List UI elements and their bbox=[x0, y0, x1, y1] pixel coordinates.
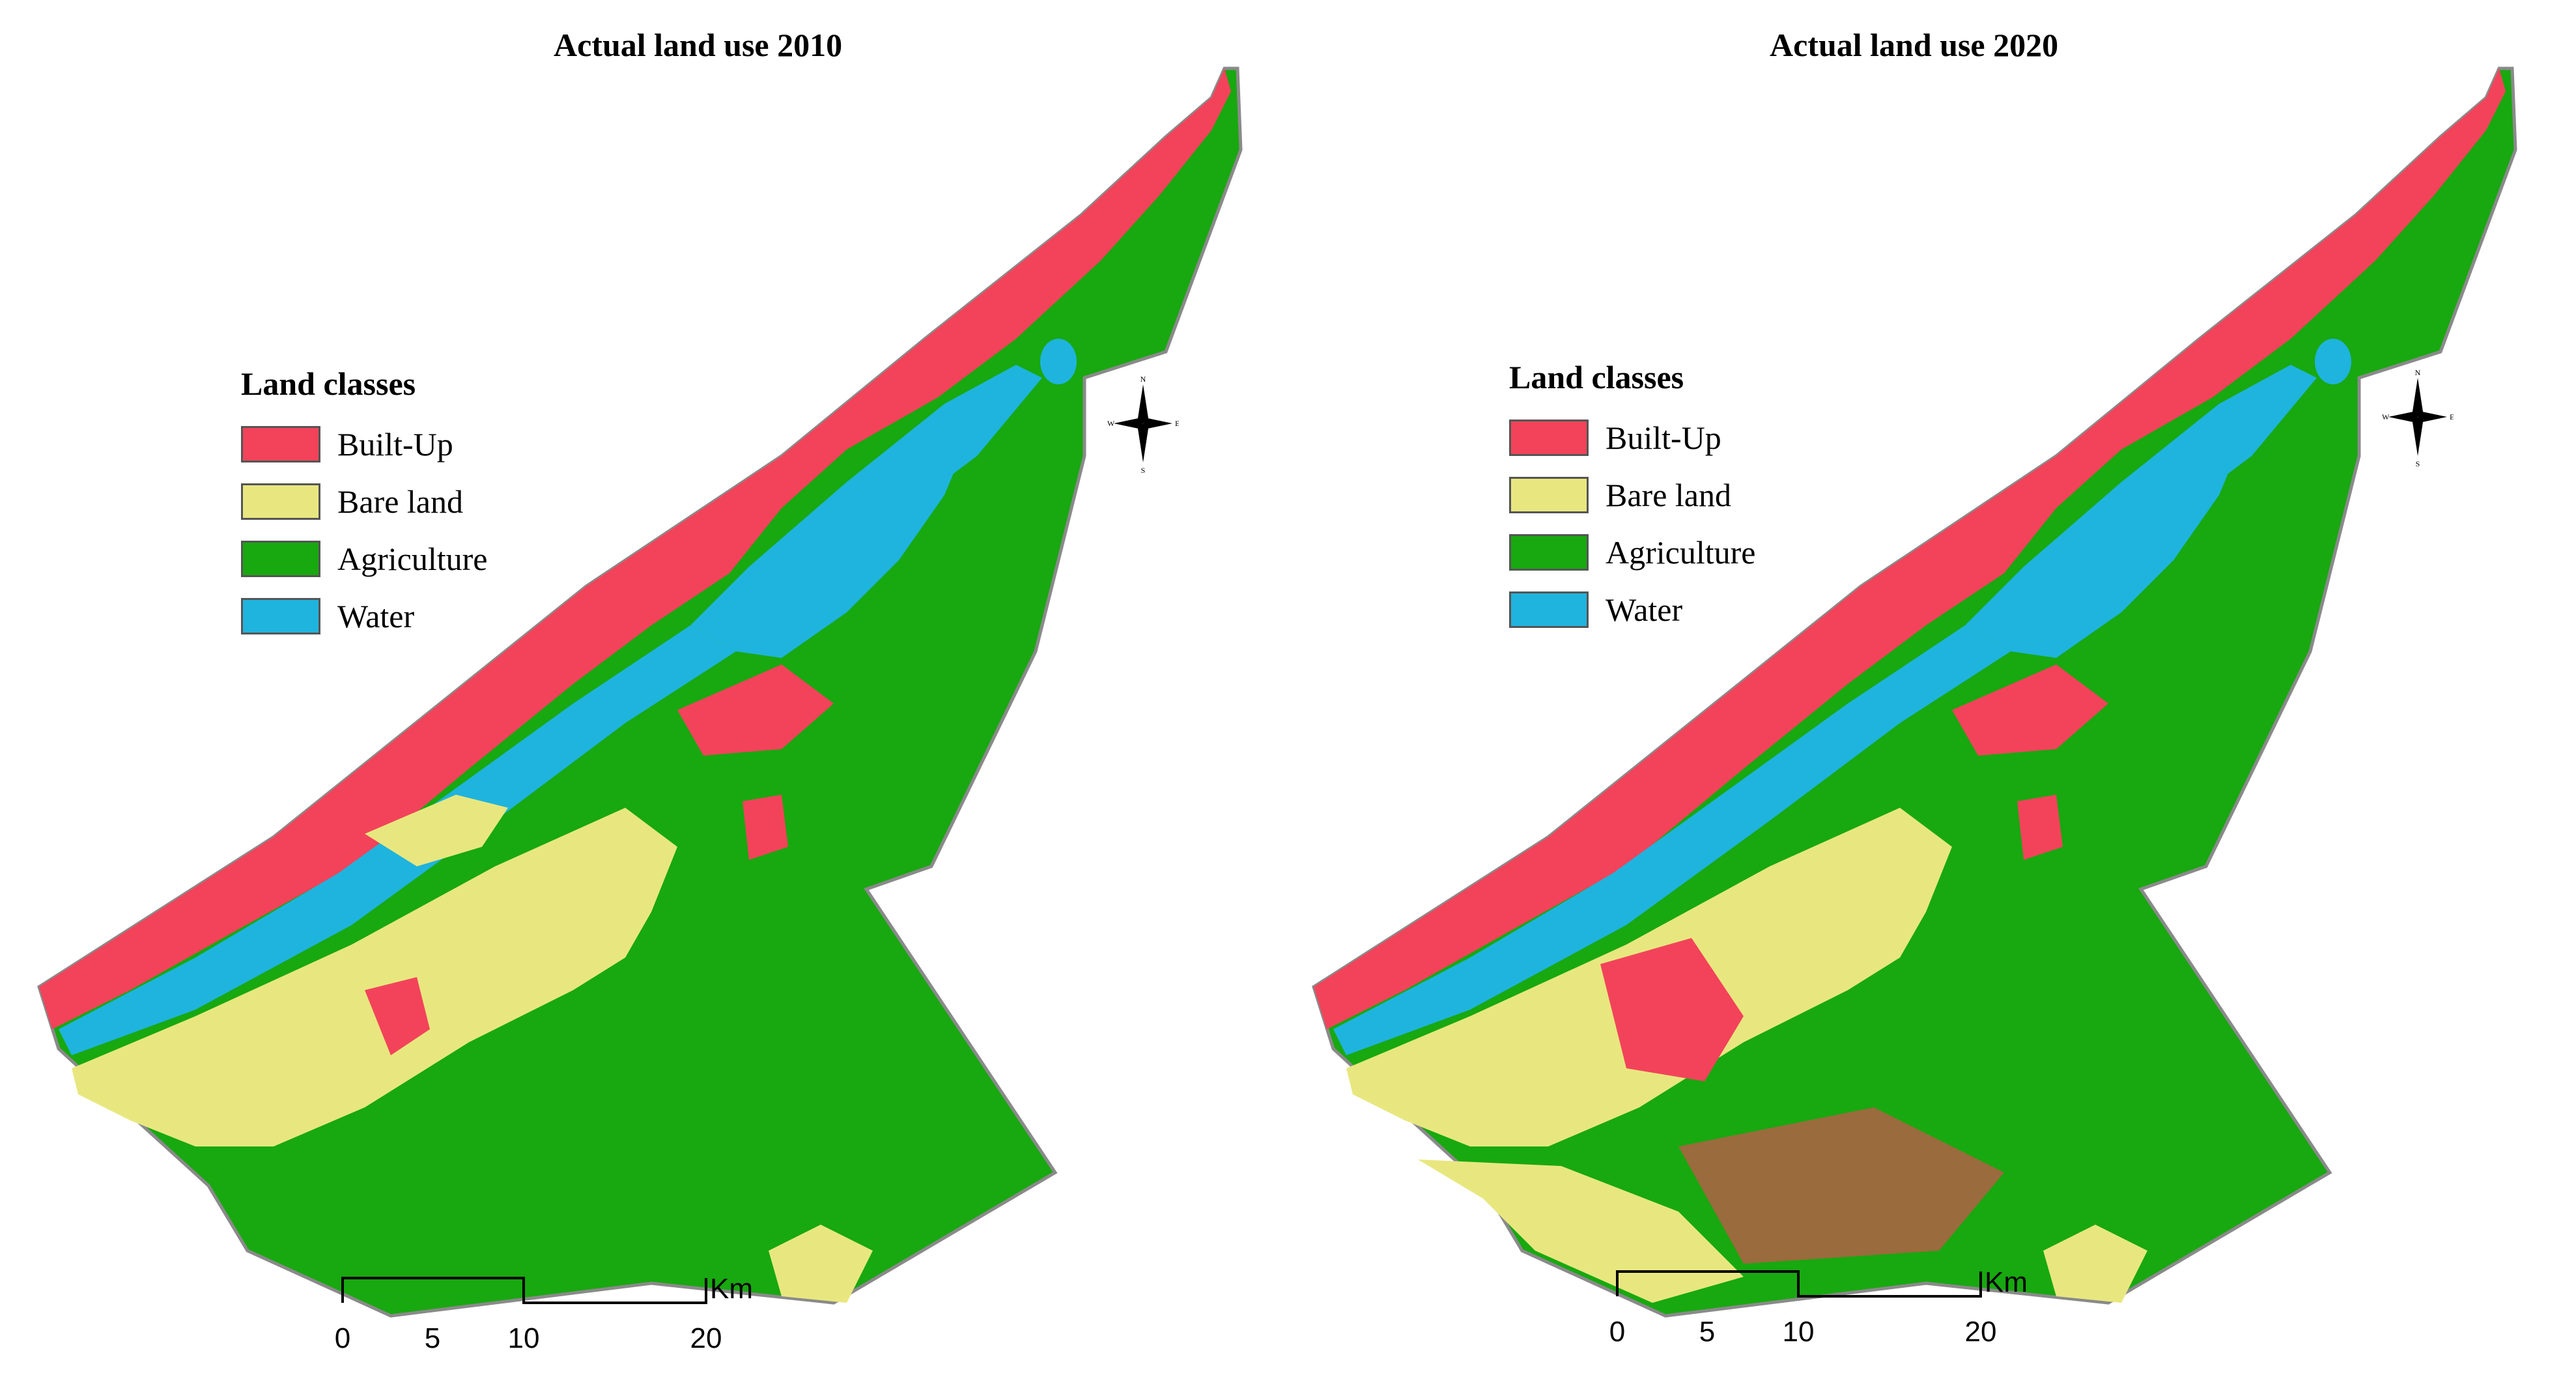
legend-label: Agriculture bbox=[337, 541, 488, 577]
bare-land-patch-south bbox=[2043, 1225, 2147, 1303]
legend-label: Agriculture bbox=[1606, 534, 1756, 571]
north-arrow-compass-icon: N S E W bbox=[1107, 375, 1179, 475]
legend-label: Built-Up bbox=[337, 426, 453, 462]
map-panel-2020: Actual land use 2020 Land classes Built-… bbox=[1288, 0, 2575, 1394]
legend-item-built-up: Built-Up bbox=[1509, 409, 1755, 466]
compass-w-label: W bbox=[1107, 419, 1115, 428]
legend-label: Water bbox=[337, 598, 415, 634]
legend-item-water: Water bbox=[241, 588, 487, 645]
scale-tick-label: 0 bbox=[1609, 1316, 1626, 1348]
scale-tick-label: 0 bbox=[334, 1322, 351, 1354]
water-lake-strip-west bbox=[1333, 625, 2011, 1055]
legend-label: Built-Up bbox=[1606, 420, 1721, 456]
legend-swatch bbox=[1509, 591, 1589, 628]
scale-tick-label: 10 bbox=[1782, 1316, 1815, 1348]
built-up-coastal-strip bbox=[1314, 68, 2506, 1029]
scale-tick-label: 20 bbox=[1964, 1316, 1997, 1348]
legend-title: Land classes bbox=[1509, 359, 1684, 395]
map-title: Actual land use 2020 bbox=[1770, 27, 2059, 63]
legend-swatch bbox=[1509, 420, 1589, 456]
water-pond-north bbox=[1040, 339, 1077, 384]
built-up-patch-2 bbox=[365, 977, 430, 1055]
land-use-map-2010 bbox=[37, 66, 1243, 1318]
built-up-patch-3 bbox=[2017, 795, 2063, 860]
legend-item-agriculture: Agriculture bbox=[241, 530, 487, 588]
scale-unit-label: Km bbox=[1985, 1266, 2028, 1298]
built-up-patch-3 bbox=[743, 795, 788, 860]
map-title: Actual land use 2010 bbox=[554, 27, 843, 63]
legend-swatch bbox=[241, 541, 320, 577]
legend-item-agriculture: Agriculture bbox=[1509, 524, 1755, 581]
legend-label: Bare land bbox=[337, 483, 463, 520]
legend-title: Land classes bbox=[241, 365, 416, 402]
legend-label: Water bbox=[1606, 591, 1683, 628]
legend-item-bare-land: Bare land bbox=[241, 473, 487, 530]
built-up-inland-patch bbox=[1952, 664, 2108, 756]
bare-land-southwest bbox=[1418, 1159, 1744, 1303]
water-lake-north bbox=[847, 365, 1042, 495]
legend: Land classes Built-Up Bare land Agricult… bbox=[241, 365, 487, 645]
built-up-coastal-strip bbox=[39, 68, 1231, 1029]
compass-e-label: E bbox=[1175, 419, 1179, 428]
scale-tick-label: 20 bbox=[690, 1322, 722, 1354]
scale-tick-label: 5 bbox=[1699, 1316, 1716, 1348]
built-up-scatter-south bbox=[1678, 1107, 2004, 1264]
compass-s-label: S bbox=[1141, 466, 1146, 475]
legend-item-bare-land: Bare land bbox=[1509, 466, 1755, 524]
scale-tick-label: 10 bbox=[507, 1322, 540, 1354]
compass-e-label: E bbox=[2450, 412, 2454, 421]
compass-n-label: N bbox=[2415, 368, 2421, 377]
water-pond-north bbox=[2315, 339, 2351, 384]
water-lake-north bbox=[2121, 365, 2317, 495]
scale-bar-line bbox=[1616, 1270, 1982, 1298]
built-up-inland-patch bbox=[677, 664, 834, 756]
north-arrow-compass-icon: N S E W bbox=[2382, 368, 2454, 468]
scale-unit-label: Km bbox=[710, 1273, 753, 1305]
bare-land-patch-2 bbox=[365, 795, 508, 866]
legend-swatch bbox=[241, 598, 320, 634]
legend-swatch bbox=[1509, 477, 1589, 513]
legend-swatch bbox=[241, 426, 320, 462]
legend: Land classes Built-Up Bare land Agricult… bbox=[1509, 358, 1755, 638]
legend-label: Bare land bbox=[1606, 477, 1731, 513]
legend-swatch bbox=[1509, 534, 1589, 571]
built-up-grid-area bbox=[1600, 938, 1744, 1081]
compass-w-label: W bbox=[2382, 412, 2390, 421]
legend-swatch bbox=[241, 483, 320, 520]
legend-item-built-up: Built-Up bbox=[241, 416, 487, 473]
scale-bar-line bbox=[341, 1277, 707, 1304]
land-use-map-2020 bbox=[1312, 66, 2517, 1318]
bare-land-patch-south bbox=[769, 1225, 873, 1303]
bare-land-central bbox=[72, 808, 677, 1146]
scale-tick-label: 5 bbox=[424, 1322, 441, 1354]
compass-s-label: S bbox=[2416, 459, 2420, 468]
map-panel-2010: Actual land use 2010 Land classes Built-… bbox=[37, 27, 1243, 1354]
legend-item-water: Water bbox=[1509, 581, 1755, 638]
compass-n-label: N bbox=[1140, 375, 1146, 384]
